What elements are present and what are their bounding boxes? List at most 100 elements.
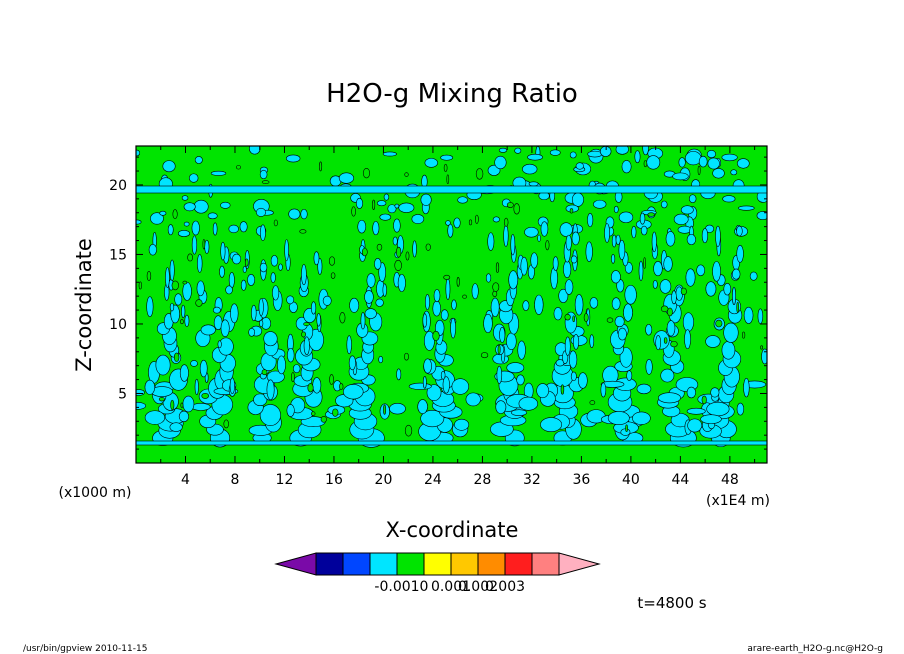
cyan-blob: [642, 146, 649, 156]
footer-right: arare-earth_H2O-g.nc@H2O-g: [747, 644, 883, 654]
green-spot: [376, 243, 383, 251]
cyan-streak: [743, 306, 754, 324]
cyan-streak: [287, 347, 295, 363]
green-spot: [404, 424, 413, 437]
cyan-patch: [136, 402, 146, 410]
cyan-blob: [492, 216, 500, 223]
x-tick-label: 12: [276, 472, 294, 488]
green-spot: [195, 299, 203, 307]
cyan-streak: [372, 221, 380, 236]
green-spot: [201, 392, 209, 399]
cyan-plume: [574, 294, 584, 316]
green-spot: [351, 206, 356, 217]
cyan-streak: [615, 234, 621, 246]
cyan-streak: [322, 295, 332, 306]
cyan-blob: [286, 154, 301, 163]
cyan-patch: [536, 383, 550, 399]
x-tick-label: 36: [572, 472, 590, 488]
cyan-streak: [346, 335, 352, 355]
cyan-blob: [183, 202, 196, 212]
cyan-plume: [705, 281, 717, 297]
green-spot: [202, 239, 206, 250]
cyan-blob: [613, 205, 619, 214]
cyan-patch: [465, 392, 481, 407]
green-spot: [339, 312, 346, 324]
cyan-blob: [646, 155, 661, 170]
cyan-plume: [619, 347, 633, 368]
cyan-blob: [181, 195, 189, 201]
green-spot: [310, 411, 316, 416]
green-spot: [273, 219, 278, 227]
cyan-plume: [272, 285, 280, 301]
cyan-plume: [653, 261, 663, 277]
colorbar-label: 0.003: [485, 579, 525, 595]
cyan-patch: [600, 380, 625, 388]
green-spot: [583, 313, 589, 323]
cyan-blob: [356, 197, 364, 209]
cyan-patch: [144, 379, 156, 395]
cyan-streak: [517, 340, 526, 360]
cyan-blob: [571, 192, 584, 207]
cyan-streak: [666, 320, 676, 337]
x-tick-label: 4: [181, 472, 190, 488]
green-spot: [405, 251, 410, 261]
cyan-streak: [732, 286, 736, 306]
cyan-streak: [522, 300, 530, 311]
colorbar-segment: [477, 552, 506, 576]
green-spot: [172, 209, 178, 219]
cyan-streak: [251, 304, 257, 322]
green-spot: [468, 219, 473, 226]
cyan-plume: [200, 324, 216, 336]
cyan-plume: [433, 289, 441, 303]
cyan-blob: [639, 212, 646, 225]
cyan-blob: [527, 153, 543, 161]
x-unit-right: (x1E4 m): [706, 493, 770, 509]
cyan-streak: [277, 355, 286, 375]
cyan-streak: [217, 340, 222, 349]
cyan-streak: [316, 313, 321, 327]
colorbar-segment: [369, 552, 398, 576]
cyan-blob: [672, 172, 689, 181]
green-spot: [394, 259, 402, 271]
cyan-streak: [422, 313, 428, 328]
cyan-streak: [485, 273, 492, 283]
colorbar-low-arrow: [274, 552, 317, 576]
green-spot: [425, 243, 431, 251]
green-spot: [513, 203, 520, 215]
cyan-blob: [634, 150, 641, 164]
cyan-streak: [259, 319, 264, 328]
green-spot: [319, 161, 323, 172]
cyan-blob: [424, 157, 438, 168]
cyan-plume: [155, 354, 171, 376]
cyan-streak: [537, 234, 541, 242]
cyan-patch: [178, 410, 189, 423]
cyan-blob: [387, 204, 397, 214]
cyan-blob: [722, 195, 736, 203]
cyan-patch: [191, 402, 211, 411]
green-spot: [492, 282, 500, 292]
cyan-streak: [220, 319, 230, 337]
green-spot: [506, 202, 514, 208]
cyan-streak: [572, 334, 580, 350]
cyan-streak: [310, 301, 317, 315]
cyan-streak: [671, 290, 677, 305]
green-spot: [261, 180, 270, 184]
y-tick-label: 10: [109, 317, 127, 333]
cyan-blob: [383, 193, 390, 201]
cyan-streak: [731, 268, 741, 280]
cyan-blob: [522, 163, 538, 175]
cyan-plume: [565, 234, 572, 251]
cyan-blob: [738, 205, 755, 211]
cyan-plume: [705, 335, 721, 348]
cyan-plume: [651, 231, 657, 253]
cyan-blob: [712, 168, 725, 179]
cyan-streak: [600, 382, 607, 398]
cyan-patch: [518, 396, 539, 411]
cyan-streak: [292, 364, 301, 374]
colorbar-segment: [450, 552, 479, 576]
green-spot: [660, 305, 669, 313]
cyan-streak: [212, 306, 221, 314]
cyan-blob: [621, 160, 632, 174]
green-spot: [372, 199, 376, 210]
cyan-plume: [564, 279, 574, 295]
